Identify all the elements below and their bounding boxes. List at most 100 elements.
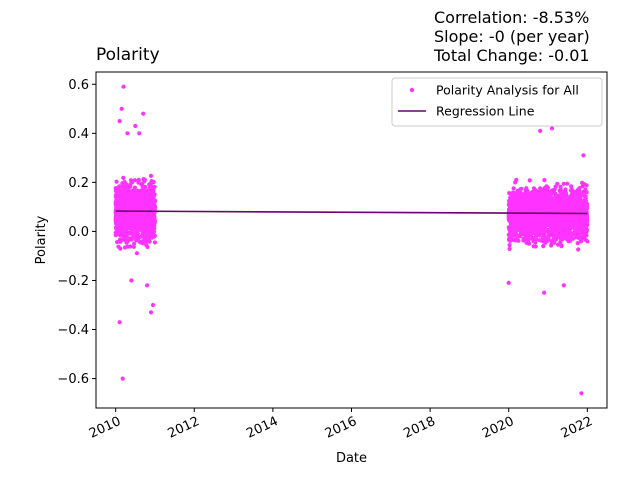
scatter-point	[152, 220, 157, 225]
scatter-point	[550, 189, 555, 194]
scatter-point	[512, 196, 517, 201]
scatter-point	[539, 231, 544, 236]
scatter-point	[507, 218, 512, 223]
scatter-point	[569, 184, 574, 189]
scatter-point-outlier	[141, 111, 146, 116]
scatter-point	[533, 244, 538, 249]
scatter-point	[561, 229, 567, 234]
scatter-point	[519, 213, 525, 218]
scatter-point	[123, 188, 128, 193]
scatter-point	[117, 184, 122, 189]
scatter-point	[522, 200, 527, 206]
scatter-point	[512, 238, 518, 243]
scatter-point	[534, 217, 539, 222]
scatter-point	[149, 220, 154, 225]
scatter-point	[571, 195, 576, 200]
scatter-point	[128, 218, 133, 223]
scatter-point	[567, 230, 572, 235]
scatter-point	[525, 191, 531, 196]
scatter-point	[515, 191, 521, 196]
scatter-point-outlier	[117, 320, 122, 325]
scatter-point	[561, 196, 566, 201]
scatter-point	[514, 177, 519, 182]
scatter-point	[542, 178, 547, 183]
scatter-point	[551, 220, 557, 225]
scatter-point	[568, 206, 573, 211]
scatter-point	[535, 226, 541, 232]
scatter-point	[507, 204, 512, 209]
scatter-point	[138, 203, 143, 208]
scatter-point	[568, 238, 573, 243]
y-tick-label: −0.4	[57, 323, 89, 338]
scatter-point	[575, 234, 580, 239]
scatter-point	[142, 177, 147, 182]
scatter-point-outlier	[145, 283, 150, 288]
scatter-point	[576, 247, 581, 252]
scatter-point	[557, 188, 563, 193]
scatter-point	[555, 222, 560, 227]
scatter-point	[580, 228, 585, 233]
scatter-point	[118, 246, 123, 251]
scatter-point	[527, 202, 532, 207]
y-axis: −0.6 −0.4 −0.2 0.0 0.2 0.4 0.6	[57, 78, 96, 387]
scatter-point	[152, 198, 157, 203]
scatter-point-outlier	[125, 131, 130, 136]
total-change-text: Total Change: -0.01	[434, 46, 590, 65]
scatter-point	[537, 201, 543, 206]
scatter-point	[522, 195, 527, 200]
scatter-point	[133, 203, 138, 208]
scatter-point	[113, 194, 118, 199]
scatter-point	[145, 244, 150, 250]
scatter-point	[508, 208, 513, 214]
scatter-point	[119, 229, 125, 234]
scatter-point	[545, 228, 550, 233]
scatter-point	[575, 196, 580, 201]
scatter-point	[139, 240, 144, 245]
scatter-point	[152, 192, 157, 197]
scatter-point-outlier	[579, 391, 584, 396]
legend-label-scatter: Polarity Analysis for All	[436, 83, 579, 98]
scatter-point	[530, 189, 535, 194]
scatter-point	[137, 206, 142, 211]
scatter-point	[151, 201, 156, 207]
scatter-point	[150, 212, 156, 217]
scatter-point	[552, 228, 557, 233]
scatter-point	[132, 185, 137, 190]
scatter-point	[538, 186, 543, 191]
scatter-point	[543, 223, 549, 228]
scatter-point	[582, 232, 587, 237]
scatter-point	[509, 223, 514, 228]
scatter-point	[123, 236, 128, 241]
scatter-point	[151, 234, 157, 239]
scatter-point	[149, 182, 154, 187]
scatter-point	[149, 187, 154, 192]
scatter-point-outlier	[542, 290, 547, 295]
scatter-point	[524, 218, 529, 223]
scatter-point	[121, 192, 126, 197]
scatter-point	[580, 184, 585, 189]
scatter-point	[574, 192, 579, 197]
scatter-point	[142, 232, 147, 237]
scatter-point	[555, 181, 560, 186]
scatter-point	[122, 245, 128, 250]
scatter-point-outlier	[119, 106, 124, 111]
scatter-point	[533, 222, 538, 227]
stats-annotation: Correlation: -8.53% Slope: -0 (per year)…	[434, 8, 590, 65]
scatter-point	[507, 246, 512, 251]
scatter-point	[519, 194, 524, 199]
scatter-point	[543, 190, 548, 195]
scatter-point	[132, 241, 137, 246]
scatter-point	[509, 237, 514, 243]
scatter-point	[507, 242, 512, 248]
scatter-point	[522, 237, 528, 243]
scatter-point-outlier	[129, 278, 134, 283]
scatter-point	[511, 202, 517, 207]
scatter-point	[508, 231, 513, 236]
scatter-point	[525, 215, 530, 220]
scatter-point	[525, 225, 530, 230]
scatter-point	[527, 178, 532, 183]
scatter-point	[526, 241, 531, 246]
scatter-point	[131, 244, 136, 249]
scatter-point	[551, 204, 556, 209]
